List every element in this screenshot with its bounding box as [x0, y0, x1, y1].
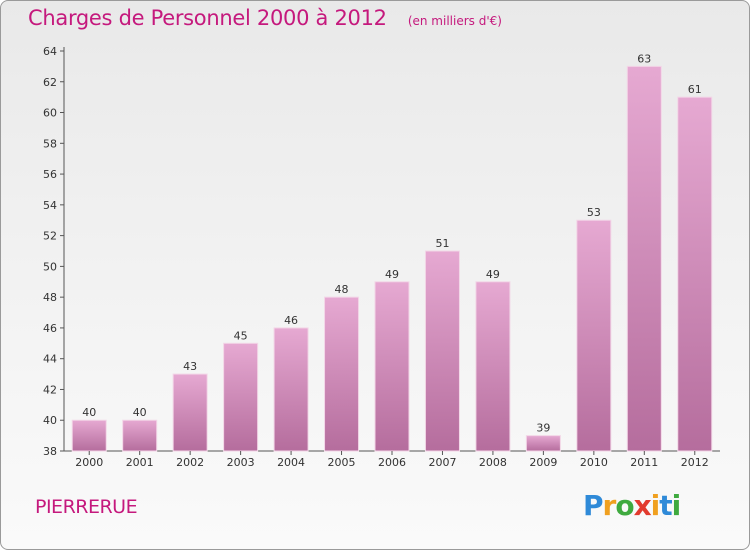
data-label: 40	[133, 406, 147, 419]
bar	[424, 250, 460, 452]
bar	[626, 65, 662, 452]
data-label: 40	[82, 406, 96, 419]
y-tick-label: 48	[43, 291, 57, 304]
chart-title: Charges de Personnel 2000 à 2012	[28, 6, 387, 30]
data-label: 48	[335, 283, 349, 296]
y-tick-label: 42	[43, 383, 57, 396]
logo-letter: o	[615, 489, 634, 522]
bar	[576, 219, 612, 452]
y-tick-label: 60	[43, 107, 57, 120]
x-tick-label: 2008	[479, 456, 507, 469]
y-tick-label: 46	[43, 322, 57, 335]
y-tick-label: 56	[43, 168, 57, 181]
bar	[324, 296, 360, 452]
logo-letter: i	[671, 489, 682, 522]
x-tick-label: 2009	[529, 456, 557, 469]
logo-letter: t	[659, 489, 672, 522]
bar	[677, 96, 713, 452]
data-label: 49	[486, 268, 500, 281]
x-tick-label: 2010	[580, 456, 608, 469]
bar	[172, 373, 208, 452]
data-label: 45	[234, 329, 248, 342]
logo-letter: r	[602, 489, 617, 522]
data-label: 53	[587, 206, 601, 219]
x-tick-label: 2004	[277, 456, 305, 469]
bar	[122, 419, 158, 452]
data-label: 43	[183, 360, 197, 373]
data-label: 39	[536, 422, 550, 435]
y-tick-label: 64	[43, 45, 57, 58]
logo-letter: x	[633, 489, 652, 522]
x-tick-label: 2006	[378, 456, 406, 469]
bar	[71, 419, 107, 452]
bar	[374, 281, 410, 452]
data-label: 51	[435, 237, 449, 250]
data-label: 46	[284, 314, 298, 327]
proxiti-logo[interactable]: Proxiti	[583, 489, 682, 522]
y-tick-label: 44	[43, 353, 57, 366]
data-label: 63	[637, 52, 651, 65]
x-tick-label: 2005	[328, 456, 356, 469]
data-label: 61	[688, 83, 702, 96]
y-tick-label: 38	[43, 445, 57, 458]
y-tick-label: 58	[43, 137, 57, 150]
chart-title-block: Charges de Personnel 2000 à 2012 (en mil…	[28, 6, 502, 30]
x-tick-label: 2001	[126, 456, 154, 469]
bar	[273, 327, 309, 452]
x-tick-label: 2007	[428, 456, 456, 469]
x-tick-label: 2011	[630, 456, 658, 469]
bar	[525, 435, 561, 452]
bar	[475, 281, 511, 452]
y-tick-label: 40	[43, 414, 57, 427]
x-tick-label: 2000	[75, 456, 103, 469]
y-tick-label: 52	[43, 230, 57, 243]
y-tick-label: 62	[43, 76, 57, 89]
logo-letter: i	[650, 489, 661, 522]
x-tick-label: 2012	[681, 456, 709, 469]
x-tick-label: 2003	[227, 456, 255, 469]
location-name: PIERRERUE	[35, 496, 138, 518]
chart-subtitle: (en milliers d'€)	[407, 14, 502, 28]
logo-letter: P	[583, 489, 604, 522]
y-tick-label: 54	[43, 199, 57, 212]
bar	[223, 342, 259, 452]
data-label: 49	[385, 268, 399, 281]
x-tick-label: 2002	[176, 456, 204, 469]
y-tick-label: 50	[43, 260, 57, 273]
